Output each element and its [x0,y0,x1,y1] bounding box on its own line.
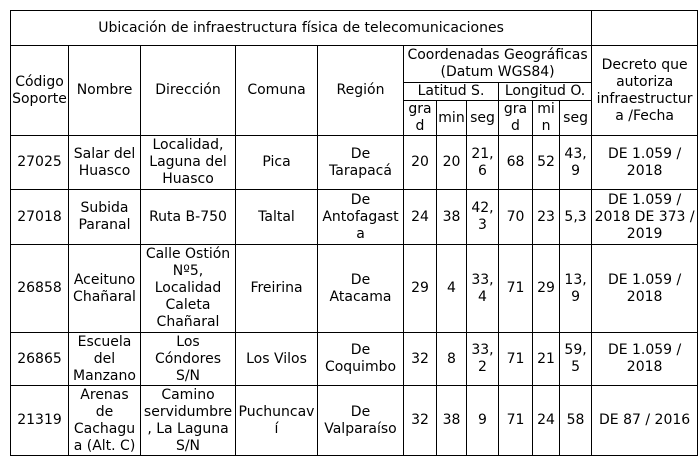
infrastructure-table: Ubicación de infraestructura física de t… [9,10,699,456]
header-cell: Nombre [68,45,141,136]
data-cell: 43,9 [558,135,593,190]
data-cell: 24 [532,385,560,456]
data-cell: De Tarapacá [317,135,404,190]
data-cell: 13,9 [558,244,593,333]
data-row: 27018 Subida Paranal Ruta B-750 Taltal De An… [10,189,699,245]
data-cell: De Antofagasta [317,189,404,245]
data-cell: De Coquimbo [317,332,404,386]
data-cell: Arenas de Cachagua (Alt. C) [68,385,141,456]
data-cell: 52 [532,135,560,190]
data-cell: 68 [498,135,533,190]
data-cell: Aceituno Chañaral [68,244,141,333]
data-cell: 8 [436,332,467,386]
data-cell: 21319 [10,385,69,456]
data-cell: De Valparaíso [317,385,404,456]
data-cell: Subida Paranal [68,189,141,245]
header-cell: Latitud S. [403,82,499,101]
data-cell: 58 [558,385,593,456]
data-cell: 21,6 [466,135,499,190]
data-cell: 71 [498,332,533,386]
data-cell: 9 [466,385,499,456]
data-cell: DE 1.059 / 2018 [591,135,699,190]
header-cell: Región [317,45,404,136]
data-cell: Pica [235,135,318,190]
data-cell: 20 [436,135,467,190]
data-cell: Los Vilos [235,332,318,386]
data-cell: 21 [532,332,560,386]
data-cell: 29 [403,244,437,333]
data-cell: DE 1.059 / 2018 [591,244,699,333]
header-cell: Decreto que autoriza infraestructura /Fe… [591,45,699,136]
data-cell: Puchuncaví [235,385,318,456]
data-cell: Salar del Huasco [68,135,141,190]
data-row: 26865 Escuela del Manzano Los Cóndores S/N… [10,332,699,386]
header-cell: Código Soporte [10,45,69,136]
data-cell: Localidad, Laguna del Huasco [140,135,236,190]
data-cell: DE 1.059 / 2018 [591,332,699,386]
data-cell: 26865 [10,332,69,386]
data-cell: 5,3 [558,189,593,245]
data-cell: 38 [436,189,467,245]
data-cell: De Atacama [317,244,404,333]
subheader-cell: seg [466,100,499,136]
subheader-cell: min [436,100,467,136]
header-cell: Comuna [235,45,318,136]
data-cell: 4 [436,244,467,333]
data-cell: Freirina [235,244,318,333]
data-cell: Los Cóndores S/N [140,332,236,386]
data-cell: 32 [403,332,437,386]
data-row: 21319 Arenas de Cachagua (Alt. C) Camino s… [10,385,699,456]
header-cell: Dirección [140,45,236,136]
data-cell: 32 [403,385,437,456]
data-cell: 71 [498,244,533,333]
data-cell: 23 [532,189,560,245]
data-cell: Camino servidumbre, La Laguna S/N [140,385,236,456]
subheader-cell: grad [498,100,533,136]
data-cell: 20 [403,135,437,190]
header-cell: Coordenadas Geográficas (Datum WGS84) [402,45,593,83]
data-cell: Escuela del Manzano [68,332,141,386]
data-cell: 26858 [10,244,69,333]
data-cell: 33,4 [466,244,499,333]
subheader-cell: grad [403,100,437,136]
data-cell: Calle Ostión Nº5, Localidad Caleta Chaña… [140,244,236,333]
data-cell: 27025 [10,135,69,190]
subheader-row: grad min seg grad min seg [11,100,698,136]
table-title: Ubicación de infraestructura física de t… [9,10,593,46]
data-cell: 71 [498,385,533,456]
data-cell: 70 [498,189,533,245]
data-cell: 27018 [10,189,69,245]
data-cell: 33,2 [466,332,499,386]
data-cell: 59,5 [558,332,593,386]
empty-cell [591,10,699,46]
data-cell: 24 [403,189,437,245]
data-cell: DE 1.059 / 2018 DE 373 / 2019 [591,189,699,245]
data-cell: 29 [532,244,560,333]
data-cell: Ruta B-750 [140,189,236,245]
data-row: 26858 Aceituno Chañaral Calle Ostión Nº5, … [10,244,699,333]
data-cell: Taltal [235,189,318,245]
data-cell: 42,3 [466,189,499,245]
data-cell: 38 [436,385,467,456]
subheader-cell: min [532,100,560,136]
data-row: 27025 Salar del Huasco Localidad, Laguna d… [10,135,699,190]
data-cell: DE 87 / 2016 [591,385,699,456]
header-cell: Longitud O. [497,82,593,101]
subheader-cell: seg [558,100,593,136]
